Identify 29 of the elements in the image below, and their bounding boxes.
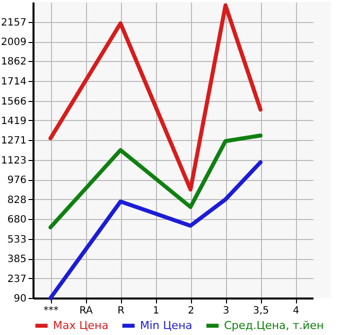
legend-label: Min Цена: [140, 318, 192, 332]
y-tick-label: 680: [7, 214, 26, 226]
x-tick-label: 4: [292, 306, 300, 316]
x-tick-label: 1: [152, 306, 160, 316]
y-tick-label: 976: [7, 175, 26, 186]
x-tick-label: 3: [222, 306, 230, 316]
y-tick-label: 1714: [1, 76, 26, 88]
line-series: [48, 160, 262, 300]
y-tick-label: 237: [7, 274, 26, 285]
legend-label: Max Цена: [53, 318, 108, 332]
x-tick-label: ***: [44, 306, 58, 316]
line-series: [48, 3, 262, 192]
y-tick-label: 1566: [1, 96, 26, 108]
y-tick-label: 1862: [1, 56, 26, 68]
y-tick-label: 2009: [1, 37, 26, 48]
x-tick-label: RA: [79, 306, 93, 316]
y-tick-label: 1419: [1, 116, 26, 127]
line-series: [48, 134, 262, 230]
x-tick-label: 3,5: [253, 306, 269, 316]
y-tick-label: 533: [7, 234, 26, 246]
y-tick-label: 90: [14, 294, 26, 304]
y-tick-label: 1271: [1, 136, 26, 147]
y-tick-label: 2157: [1, 17, 26, 28]
y-tick-label: 1123: [1, 155, 26, 166]
x-tick-label: 2: [188, 306, 194, 316]
legend-label: Сред.Цена, т.йен: [224, 318, 324, 332]
x-tick-label: R: [118, 306, 125, 316]
y-tick-label: 828: [7, 194, 26, 206]
y-tick-label: 385: [7, 254, 26, 266]
